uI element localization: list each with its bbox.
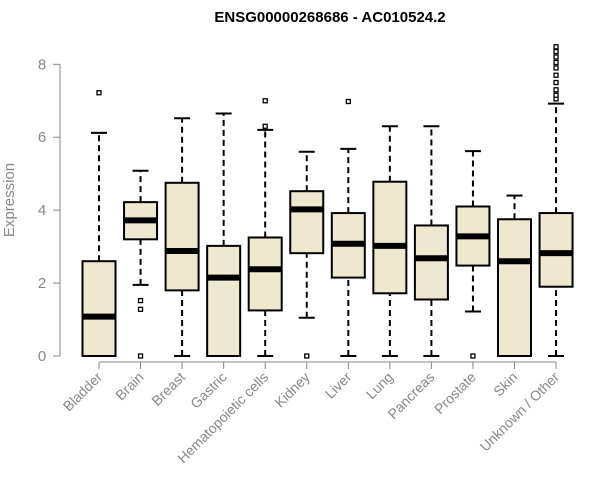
y-tick-label: 0 — [38, 348, 46, 365]
x-tick-label: Prostate — [431, 369, 479, 417]
box-11 — [538, 44, 574, 357]
x-tick-label: Unknown / Other — [477, 369, 563, 455]
outlier-point — [553, 44, 559, 50]
box-rect — [497, 218, 532, 357]
box-8 — [413, 125, 449, 357]
outlier-point — [262, 98, 268, 104]
box-7 — [372, 125, 408, 357]
outlier-point — [304, 353, 310, 359]
outlier-point — [137, 297, 144, 304]
outlier-point — [137, 306, 144, 312]
y-tick-label: 8 — [38, 56, 46, 73]
box-5 — [289, 150, 325, 359]
outlier-point — [470, 353, 476, 359]
box-6 — [330, 98, 366, 357]
outlier-point — [553, 59, 559, 66]
box-rect — [372, 180, 408, 295]
x-tick-label: Kidney — [271, 369, 313, 411]
x-tick-label: Liver — [322, 369, 355, 402]
box-rect — [247, 236, 283, 312]
outlier-point — [262, 123, 268, 129]
box-9 — [455, 150, 491, 359]
box-4 — [247, 98, 283, 357]
outlier-point — [553, 92, 559, 98]
outlier-point — [553, 87, 559, 93]
box-rect — [81, 260, 117, 358]
outlier-point — [345, 98, 351, 105]
outlier-point — [553, 48, 559, 55]
x-tick-label: Skin — [490, 369, 521, 400]
box-1 — [123, 169, 159, 359]
box-10 — [497, 194, 532, 357]
y-tick-label: 2 — [38, 275, 46, 292]
outlier-point — [553, 79, 559, 86]
boxes-layer — [81, 44, 574, 359]
box-rect — [206, 244, 242, 358]
outlier-point — [553, 65, 559, 71]
box-2 — [164, 117, 200, 357]
x-tick-label: Bladder — [60, 369, 106, 415]
chart-title: ENSG00000268686 - AC010524.2 — [214, 9, 445, 26]
outlier-point — [553, 54, 559, 60]
box-rect — [413, 224, 449, 301]
outlier-point — [553, 72, 559, 78]
outlier-point — [137, 353, 144, 359]
y-axis: 0 2 4 6 8 — [38, 56, 61, 365]
y-tick-label: 4 — [38, 202, 46, 219]
outlier-point — [96, 90, 102, 96]
box-rect — [164, 181, 200, 292]
box-rect — [289, 190, 325, 255]
box-3 — [206, 112, 242, 358]
box-rect — [538, 212, 574, 288]
x-tick-label: Lung — [363, 369, 396, 402]
y-tick-label: 6 — [38, 129, 46, 146]
x-tick-label: Brain — [112, 369, 146, 403]
y-axis-label: Expression — [1, 163, 18, 237]
box-0 — [81, 90, 117, 358]
x-tick-label: Breast — [148, 369, 188, 409]
